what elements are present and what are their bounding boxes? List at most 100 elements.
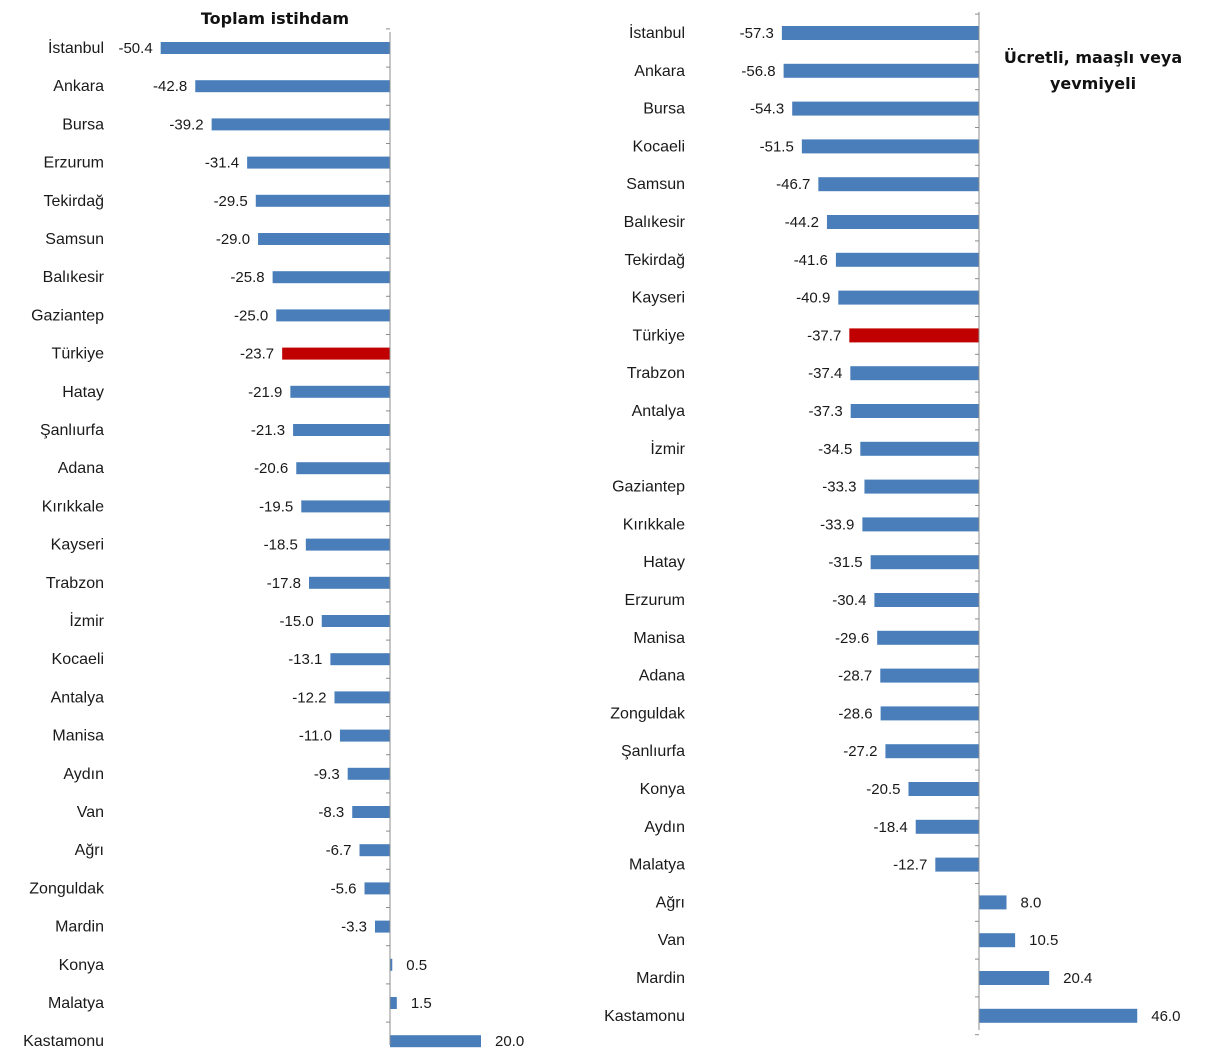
value-label-right-turkiye: -37.7 <box>807 327 841 344</box>
bar-right-van <box>979 933 1016 948</box>
category-label-left-erzurum: Erzurum <box>44 155 104 172</box>
category-label-right-zonguldak: Zonguldak <box>610 705 686 722</box>
category-label-left-van: Van <box>77 804 104 821</box>
value-label-left-konya: 0.5 <box>406 957 427 974</box>
chart-ucretli-maasli: Ücretli, maaşlı veya yevmiyeli İstanbul -57… <box>585 0 1212 1050</box>
category-label-left-bursa: Bursa <box>62 116 104 133</box>
value-label-left-trabzon: -17.8 <box>267 575 301 592</box>
category-label-right-agri: Ağrı <box>656 894 685 911</box>
category-label-left-manisa: Manisa <box>52 728 104 745</box>
bar-right-sanliurfa <box>885 744 979 759</box>
value-label-right-kirikkale: -33.9 <box>820 516 854 533</box>
bar-left-ankara <box>195 80 390 93</box>
category-label-right-kayseri: Kayseri <box>632 290 685 307</box>
value-label-left-erzurum: -31.4 <box>205 155 239 172</box>
category-label-right-manisa: Manisa <box>633 630 685 647</box>
category-label-left-ankara: Ankara <box>53 78 104 95</box>
bar-right-hatay <box>870 555 979 570</box>
value-label-left-zonguldak: -5.6 <box>331 880 357 897</box>
category-label-right-ankara: Ankara <box>634 63 685 80</box>
bar-left-kocaeli <box>330 653 390 666</box>
bar-right-manisa <box>877 630 979 645</box>
bar-right-istanbul <box>781 26 979 40</box>
value-label-left-sanliurfa: -21.3 <box>251 422 285 439</box>
bar-left-aydin <box>347 767 390 780</box>
value-label-right-hatay: -31.5 <box>828 554 862 571</box>
value-label-right-aydin: -18.4 <box>874 819 908 836</box>
category-label-left-zonguldak: Zonguldak <box>29 880 105 897</box>
value-label-left-izmir: -15.0 <box>280 613 314 630</box>
value-label-right-agri: 8.0 <box>1021 894 1042 911</box>
bar-right-kirikkale <box>862 517 979 532</box>
bar-left-gaziantep <box>276 309 390 322</box>
bar-right-gaziantep <box>864 479 979 494</box>
category-label-left-tekirdag: Tekirdağ <box>44 193 104 210</box>
value-label-left-balikesir: -25.8 <box>230 269 264 286</box>
value-label-right-adana: -28.7 <box>838 668 872 685</box>
bar-right-tekirdag <box>835 252 979 267</box>
category-label-left-turkiye: Türkiye <box>52 346 105 363</box>
bar-left-mardin <box>374 920 390 933</box>
bar-right-aydin <box>915 819 979 834</box>
value-label-left-turkiye: -23.7 <box>240 346 274 363</box>
category-label-right-balikesir: Balıkesir <box>624 214 686 231</box>
category-label-right-malatya: Malatya <box>629 857 685 874</box>
category-label-left-mardin: Mardin <box>55 919 104 936</box>
value-label-right-mardin: 20.4 <box>1063 970 1092 987</box>
value-label-right-trabzon: -37.4 <box>808 365 842 382</box>
value-label-left-manisa: -11.0 <box>299 728 332 745</box>
bar-right-konya <box>908 782 979 796</box>
bar-right-ankara <box>783 63 979 78</box>
value-label-left-gaziantep: -25.0 <box>234 307 268 324</box>
bar-right-bursa <box>792 101 979 116</box>
bar-left-van <box>352 806 390 818</box>
value-label-right-konya: -20.5 <box>866 781 900 798</box>
category-label-left-adana: Adana <box>58 460 104 477</box>
value-label-right-balikesir: -44.2 <box>785 214 819 231</box>
category-label-right-gaziantep: Gaziantep <box>612 479 685 496</box>
bar-left-izmir <box>321 615 390 627</box>
value-label-left-antalya: -12.2 <box>292 689 326 706</box>
chart-svg-left: Toplam istihdam İstanbul -50.4 Ankara -42.8 B… <box>23 9 524 1050</box>
bar-left-samsun <box>258 233 390 245</box>
category-label-right-tekirdag: Tekirdağ <box>625 252 685 269</box>
bar-left-hatay <box>290 385 390 398</box>
value-label-right-gaziantep: -33.3 <box>822 479 856 496</box>
value-label-left-istanbul: -50.4 <box>118 40 152 57</box>
chart-title-right-line2: yevmiyeli <box>1050 74 1136 93</box>
chart-title-right-line1: Ücretli, maaşlı veya <box>1004 48 1182 67</box>
bar-left-kayseri <box>305 538 390 551</box>
bar-right-antalya <box>850 404 979 418</box>
bar-right-turkiye <box>849 328 979 343</box>
value-label-left-hatay: -21.9 <box>248 384 282 401</box>
chart-title-left: Toplam istihdam <box>201 9 349 28</box>
category-label-left-samsun: Samsun <box>45 231 104 248</box>
value-label-left-agri: -6.7 <box>326 842 352 859</box>
bar-right-agri <box>979 895 1007 910</box>
bar-right-trabzon <box>850 366 979 381</box>
category-label-right-bursa: Bursa <box>643 101 685 118</box>
value-label-right-tekirdag: -41.6 <box>794 252 828 269</box>
category-label-left-balikesir: Balıkesir <box>43 269 105 286</box>
value-label-left-kastamonu: 20.0 <box>495 1033 524 1050</box>
category-label-right-kastamonu: Kastamonu <box>604 1008 685 1025</box>
bar-left-agri <box>359 844 390 857</box>
category-label-right-izmir: İzmir <box>650 439 685 458</box>
category-label-left-konya: Konya <box>59 957 104 974</box>
value-label-left-adana: -20.6 <box>254 460 288 477</box>
bar-left-kastamonu <box>390 1035 481 1048</box>
category-label-left-sanliurfa: Şanlıurfa <box>40 422 104 439</box>
value-label-left-van: -8.3 <box>318 804 344 821</box>
category-label-right-hatay: Hatay <box>643 554 685 571</box>
category-label-left-trabzon: Trabzon <box>46 575 104 592</box>
category-label-right-erzurum: Erzurum <box>625 592 685 609</box>
category-label-right-kirikkale: Kırıkkale <box>623 516 685 533</box>
value-label-right-ankara: -56.8 <box>741 63 775 80</box>
bar-right-kocaeli <box>801 139 979 154</box>
category-label-right-trabzon: Trabzon <box>627 365 685 382</box>
bar-left-tekirdag <box>255 194 390 207</box>
bar-left-adana <box>296 462 390 475</box>
bar-right-samsun <box>818 177 979 192</box>
category-label-left-kirikkale: Kırıkkale <box>42 498 104 515</box>
bar-right-kayseri <box>838 290 979 305</box>
